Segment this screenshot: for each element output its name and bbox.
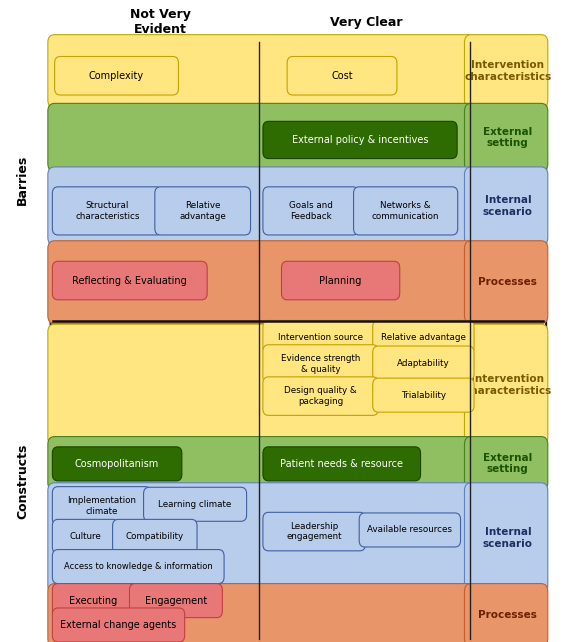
Text: Intervention
characteristics: Intervention characteristics <box>464 374 551 395</box>
Text: Goals and
Feedback: Goals and Feedback <box>289 201 333 221</box>
FancyBboxPatch shape <box>48 35 476 108</box>
Text: Internal
scenario: Internal scenario <box>483 527 533 549</box>
FancyBboxPatch shape <box>464 35 548 108</box>
FancyBboxPatch shape <box>354 187 458 235</box>
Text: External
setting: External setting <box>483 453 533 474</box>
Text: Relative advantage: Relative advantage <box>381 333 466 342</box>
Text: Patient needs & resource: Patient needs & resource <box>280 459 403 469</box>
Text: Structural
characteristics: Structural characteristics <box>75 201 140 221</box>
Text: Compatibility: Compatibility <box>126 532 184 541</box>
Text: External policy & incentives: External policy & incentives <box>292 135 428 145</box>
FancyBboxPatch shape <box>48 584 476 642</box>
Text: Very Clear: Very Clear <box>330 16 402 29</box>
FancyBboxPatch shape <box>52 550 224 584</box>
FancyBboxPatch shape <box>52 187 162 235</box>
FancyBboxPatch shape <box>464 483 548 593</box>
FancyBboxPatch shape <box>263 447 421 481</box>
Text: Leadership
engagement: Leadership engagement <box>287 522 342 541</box>
FancyBboxPatch shape <box>113 519 197 553</box>
FancyBboxPatch shape <box>48 167 476 245</box>
FancyBboxPatch shape <box>287 56 397 95</box>
FancyBboxPatch shape <box>263 512 365 551</box>
FancyBboxPatch shape <box>359 513 461 547</box>
FancyBboxPatch shape <box>464 584 548 642</box>
Text: Relative
advantage: Relative advantage <box>179 201 226 221</box>
FancyBboxPatch shape <box>464 437 548 490</box>
Text: Engagement: Engagement <box>145 596 207 605</box>
FancyBboxPatch shape <box>48 103 476 171</box>
Text: Trialability: Trialability <box>401 390 446 400</box>
Text: Not Very
Evident: Not Very Evident <box>130 8 191 37</box>
FancyBboxPatch shape <box>52 487 151 525</box>
FancyBboxPatch shape <box>144 487 247 521</box>
FancyBboxPatch shape <box>373 378 474 412</box>
Text: Design quality &
packaging: Design quality & packaging <box>284 386 357 406</box>
Text: Cost: Cost <box>331 71 353 81</box>
FancyBboxPatch shape <box>52 608 185 642</box>
Text: Complexity: Complexity <box>89 71 144 81</box>
Text: Internal
scenario: Internal scenario <box>483 195 533 217</box>
FancyBboxPatch shape <box>48 437 476 490</box>
FancyBboxPatch shape <box>52 447 182 481</box>
FancyBboxPatch shape <box>55 56 178 95</box>
FancyBboxPatch shape <box>48 483 476 593</box>
FancyBboxPatch shape <box>464 241 548 324</box>
Text: Learning climate: Learning climate <box>158 499 232 509</box>
Text: Constructs: Constructs <box>16 444 29 519</box>
FancyBboxPatch shape <box>129 584 222 618</box>
FancyBboxPatch shape <box>464 103 548 171</box>
Text: Intervention
characteristics: Intervention characteristics <box>464 60 551 82</box>
FancyBboxPatch shape <box>282 261 400 300</box>
FancyBboxPatch shape <box>373 346 474 380</box>
Text: External change agents: External change agents <box>60 620 177 630</box>
Text: Intervention source: Intervention source <box>278 333 363 342</box>
Text: Barries: Barries <box>16 155 29 205</box>
FancyBboxPatch shape <box>52 519 119 553</box>
FancyBboxPatch shape <box>263 377 378 415</box>
Text: External
setting: External setting <box>483 126 533 148</box>
Text: Access to knowledge & information: Access to knowledge & information <box>64 562 213 571</box>
Text: Adaptability: Adaptability <box>397 358 450 368</box>
Text: Processes: Processes <box>479 277 537 287</box>
Text: Evidence strength
& quality: Evidence strength & quality <box>281 354 360 374</box>
FancyBboxPatch shape <box>464 324 548 446</box>
FancyBboxPatch shape <box>263 187 359 235</box>
Text: Networks &
communication: Networks & communication <box>372 201 439 221</box>
Text: Reflecting & Evaluating: Reflecting & Evaluating <box>73 275 187 286</box>
FancyBboxPatch shape <box>48 324 476 446</box>
FancyBboxPatch shape <box>263 121 457 159</box>
Text: Cosmopolitanism: Cosmopolitanism <box>75 459 159 469</box>
Text: Executing: Executing <box>69 596 117 605</box>
FancyBboxPatch shape <box>373 320 474 354</box>
Text: Planning: Planning <box>319 275 362 286</box>
FancyBboxPatch shape <box>48 241 476 324</box>
FancyBboxPatch shape <box>464 167 548 245</box>
FancyBboxPatch shape <box>52 584 134 618</box>
Text: Available resources: Available resources <box>368 525 452 535</box>
FancyBboxPatch shape <box>155 187 251 235</box>
FancyBboxPatch shape <box>51 39 546 642</box>
FancyBboxPatch shape <box>263 320 378 354</box>
FancyBboxPatch shape <box>52 261 207 300</box>
FancyBboxPatch shape <box>263 345 378 383</box>
Text: Culture: Culture <box>70 532 101 541</box>
Text: Implementation
climate: Implementation climate <box>67 496 136 516</box>
Text: Processes: Processes <box>479 610 537 620</box>
